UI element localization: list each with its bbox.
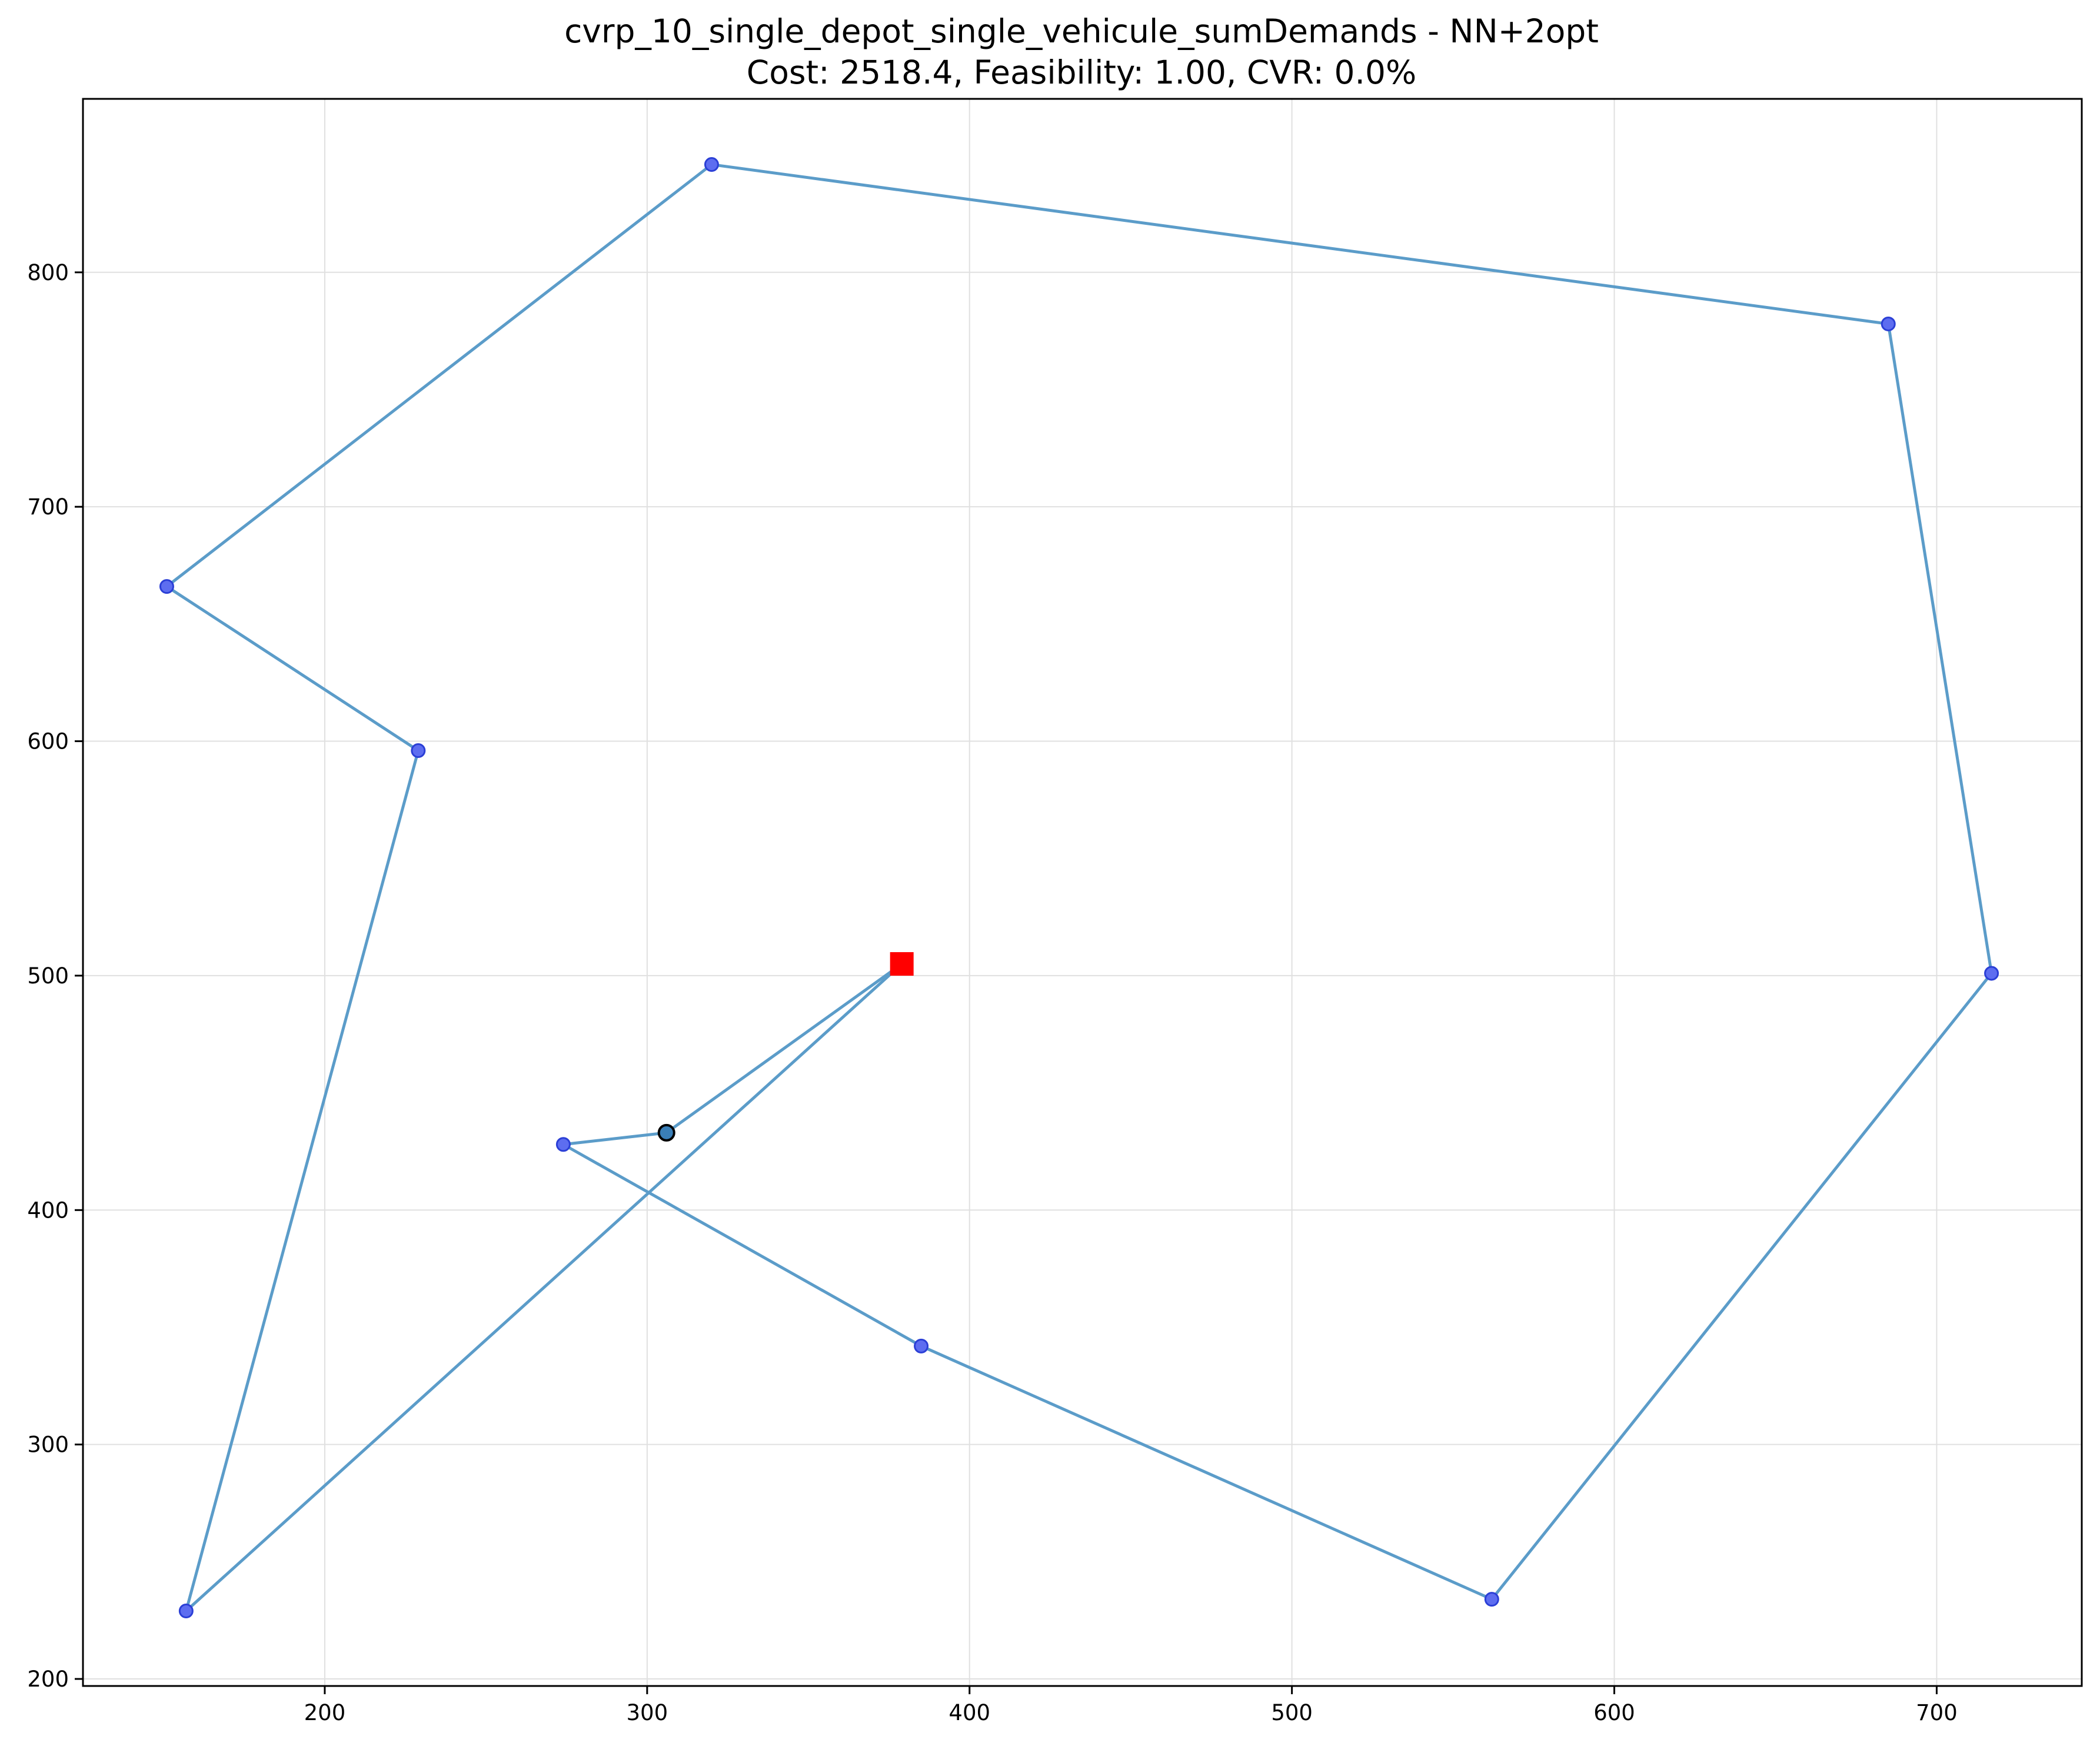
customer-point-3: [1484, 1592, 1499, 1607]
route-segment-9: [184, 749, 420, 1613]
route-segment-2: [561, 1143, 923, 1348]
y-tick-label-5: 700: [27, 494, 69, 520]
depot-marker: [890, 952, 914, 976]
axis-ticks: 200 300 400 500 600 700 200 300 400 500 600 700 800: [27, 260, 1957, 1725]
route-segment-1: [561, 1131, 668, 1146]
route-segment-4: [1490, 972, 1993, 1601]
customer-point-1: [555, 1137, 571, 1152]
x-tick-label-1: 300: [627, 1700, 668, 1725]
route-start-marker: [657, 1123, 675, 1142]
y-tick-label-1: 300: [27, 1432, 69, 1458]
chart-subtitle: Cost: 2518.4, Feasibility: 1.00, CVR: 0.…: [747, 54, 1416, 91]
customer-point-9: [178, 1604, 194, 1619]
depot-and-start-markers: [657, 952, 914, 1142]
grid: [83, 99, 2082, 1686]
customer-point-2: [914, 1338, 929, 1353]
x-tick-label-3: 500: [1271, 1700, 1313, 1725]
route-segment-7: [165, 163, 713, 588]
plot-frame: [82, 98, 2083, 1687]
x-tick-label-2: 400: [949, 1700, 990, 1725]
x-tick-label-4: 600: [1593, 1700, 1635, 1725]
route-segment-8: [165, 585, 420, 752]
x-tick-label-0: 200: [304, 1700, 346, 1725]
customer-point-5: [1881, 316, 1896, 331]
customer-point-8: [411, 743, 426, 758]
route-segment-6: [710, 163, 1890, 325]
customer-point-7: [159, 579, 174, 594]
customer-point-4: [1984, 966, 1999, 981]
y-tick-label-0: 200: [27, 1667, 69, 1692]
y-tick-label-4: 600: [27, 729, 69, 754]
y-tick-label-2: 400: [27, 1198, 69, 1223]
route-segment-3: [920, 1344, 1493, 1601]
x-tick-label-5: 700: [1916, 1700, 1958, 1725]
y-tick-label-6: 800: [27, 260, 69, 285]
route-path: [165, 163, 1993, 1613]
route-segment-10: [184, 962, 904, 1613]
chart-title: cvrp_10_single_depot_single_vehicule_sum…: [564, 12, 1599, 50]
route-segment-5: [1886, 322, 1993, 975]
route-segment-0: [665, 962, 904, 1135]
y-tick-label-3: 500: [27, 963, 69, 989]
customer-point-6: [704, 157, 719, 172]
